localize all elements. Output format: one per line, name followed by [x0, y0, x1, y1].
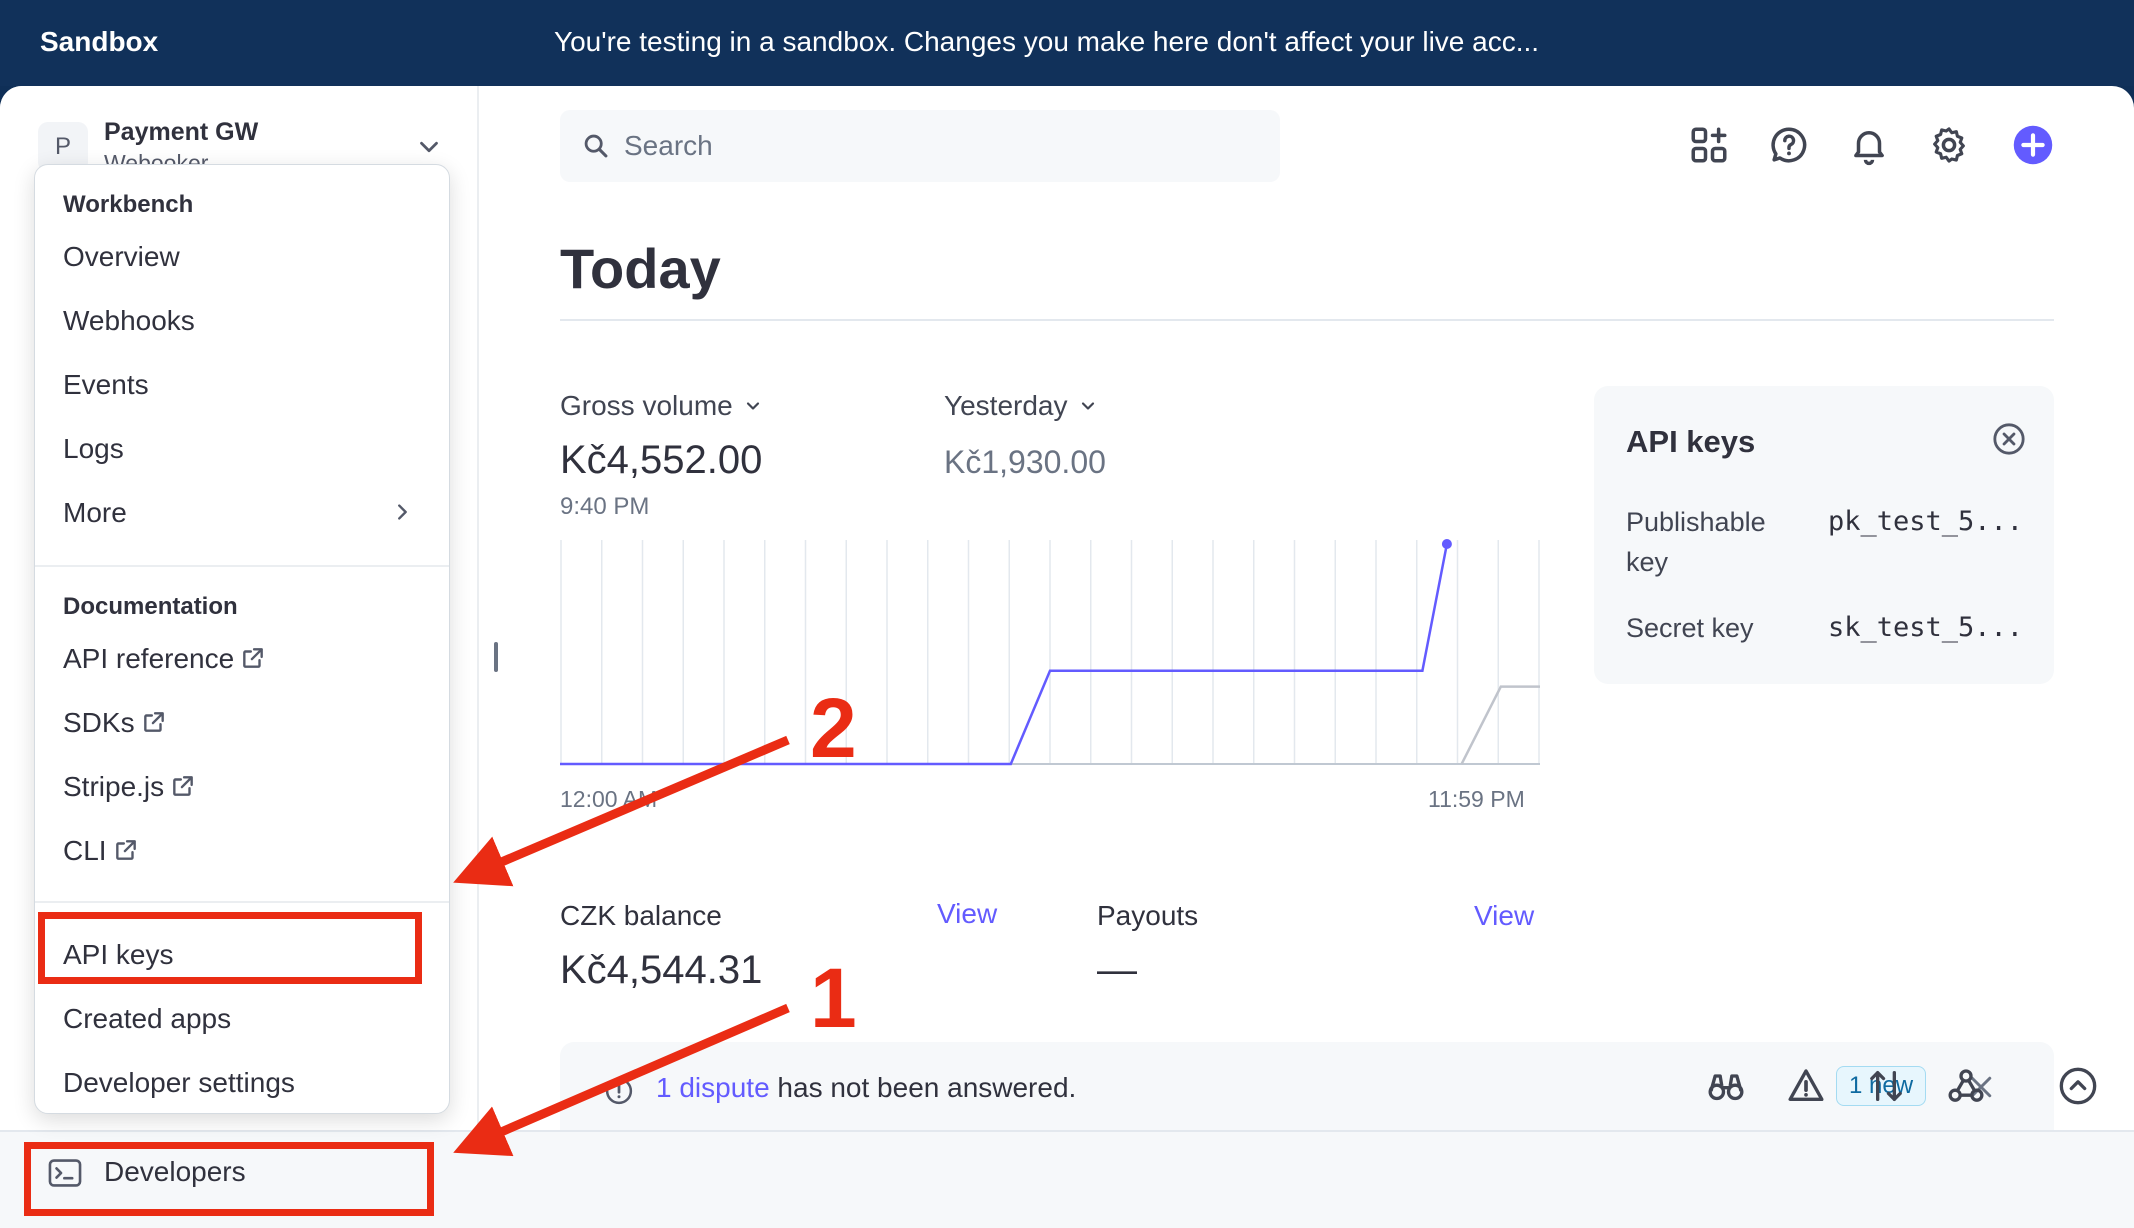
account-name: Payment GW [104, 118, 259, 146]
sandbox-banner: Sandbox You're testing in a sandbox. Cha… [0, 0, 2134, 86]
step-1-label: 1 [810, 951, 857, 1045]
api-reference-label: API reference [63, 643, 235, 674]
close-circle-icon[interactable] [1992, 422, 2026, 456]
webhook-icon[interactable] [1946, 1066, 1986, 1106]
x-axis-end-label: 11:59 PM [1428, 786, 1525, 812]
developers-label: Developers [104, 1156, 246, 1187]
sdks-label: SDKs [63, 707, 135, 738]
page-title: Today [560, 237, 721, 300]
menu-item-developer-settings[interactable]: Developer settings [63, 1067, 295, 1098]
dispute-message: 1 dispute has not been answered. [656, 1072, 1076, 1104]
metric-selector[interactable]: Gross volume [560, 390, 763, 422]
czk-balance-label: CZK balance [560, 900, 722, 931]
menu-item-api-keys[interactable]: API keys [63, 939, 174, 970]
stripe-js-label: Stripe.js [63, 771, 165, 802]
chevron-right-icon [398, 504, 407, 520]
external-link-icon [173, 775, 194, 796]
developers-button[interactable]: Developers [40, 1144, 420, 1204]
chevron-up-circle-icon[interactable] [2058, 1066, 2098, 1106]
payouts-view-link[interactable]: View [1474, 900, 1535, 931]
metric-time: 9:40 PM [560, 493, 650, 520]
cli-label: CLI [63, 835, 107, 866]
menu-divider [35, 901, 449, 903]
search-bar[interactable]: Search [560, 110, 1280, 182]
sandbox-message: You're testing in a sandbox. Changes you… [554, 26, 1540, 57]
search-icon [584, 134, 608, 158]
gross-volume-chart [560, 539, 1540, 766]
menu-item-events[interactable]: Events [63, 369, 149, 400]
bell-icon[interactable] [1848, 124, 1890, 166]
api-keys-heading: API keys [1626, 424, 1756, 459]
external-link-icon [115, 839, 136, 860]
documentation-heading: Documentation [63, 593, 238, 620]
czk-balance-view-link[interactable]: View [937, 898, 998, 929]
menu-item-sdks[interactable]: SDKs [63, 699, 433, 747]
highlight-api-keys [38, 912, 422, 984]
dispute-text: has not been answered. [769, 1072, 1077, 1103]
dispute-link[interactable]: 1 dispute [656, 1072, 770, 1103]
menu-item-created-apps[interactable]: Created apps [63, 1003, 232, 1034]
search-input[interactable]: Search [624, 130, 713, 161]
menu-item-overview[interactable]: Overview [63, 241, 180, 272]
menu-item-api-reference[interactable]: API reference [63, 635, 433, 683]
highlight-developers [24, 1142, 434, 1216]
series-yesterday-line [1460, 685, 1540, 765]
czk-balance-value: Kč4,544.31 [560, 948, 763, 992]
chevron-down-icon [420, 141, 438, 153]
sort-arrows-icon[interactable] [1866, 1066, 1906, 1106]
metric-value: Kč4,552.00 [560, 438, 763, 482]
binoculars-icon[interactable] [1706, 1066, 1746, 1106]
chevron-down-icon [746, 402, 759, 410]
payouts-value: — [1097, 948, 1137, 992]
info-icon [605, 1077, 633, 1105]
title-divider [560, 319, 2054, 321]
sandbox-label: Sandbox [40, 26, 159, 57]
menu-item-more[interactable]: More [63, 489, 433, 537]
x-axis-start-label: 12:00 AM [560, 786, 658, 812]
publishable-key-value[interactable]: pk_test_5... [1828, 506, 2024, 537]
menu-divider [35, 565, 449, 567]
external-link-icon [143, 711, 164, 732]
series-today-endpoint [1441, 539, 1452, 549]
step-2-label: 2 [810, 681, 857, 775]
secret-key-label: Secret key [1626, 613, 1754, 643]
payouts-label: Payouts [1097, 900, 1199, 931]
account-dropdown-menu: Workbench Overview Webhooks Events Logs … [34, 164, 450, 1114]
warning-icon[interactable] [1786, 1066, 1826, 1106]
menu-item-cli[interactable]: CLI [63, 827, 433, 875]
publishable-key-label: Publishable key [1626, 507, 1766, 577]
compare-selector-label: Yesterday [944, 390, 1068, 421]
secret-key-value[interactable]: sk_test_5... [1828, 612, 2024, 643]
resize-handle[interactable] [494, 642, 498, 672]
app-surface: P Payment GW Webooker Search Today Gross… [0, 86, 2134, 1228]
account-avatar: P [38, 122, 88, 172]
external-link-icon [243, 647, 264, 668]
menu-item-logs[interactable]: Logs [63, 433, 124, 464]
help-icon[interactable] [1768, 124, 1810, 166]
compare-selector[interactable]: Yesterday [944, 390, 1098, 422]
terminal-icon [48, 1159, 82, 1187]
series-today-line [560, 543, 1449, 766]
chevron-down-icon [1081, 402, 1094, 410]
metric-selector-label: Gross volume [560, 390, 733, 421]
compare-value: Kč1,930.00 [944, 444, 1106, 480]
workbench-heading: Workbench [63, 191, 194, 218]
gear-icon[interactable] [1928, 124, 1970, 166]
menu-item-webhooks[interactable]: Webhooks [63, 305, 195, 336]
menu-item-stripe-js[interactable]: Stripe.js [63, 763, 433, 811]
dispute-notice: 1 dispute has not been answered. 1 new [560, 1042, 2054, 1142]
close-icon[interactable] [1966, 1072, 1996, 1102]
plus-circle-icon[interactable] [2012, 124, 2054, 166]
add-widget-icon[interactable] [1688, 124, 1730, 166]
api-keys-card: API keys Publishable key pk_test_5... Se… [1594, 386, 2054, 684]
menu-item-more-label: More [63, 497, 127, 528]
